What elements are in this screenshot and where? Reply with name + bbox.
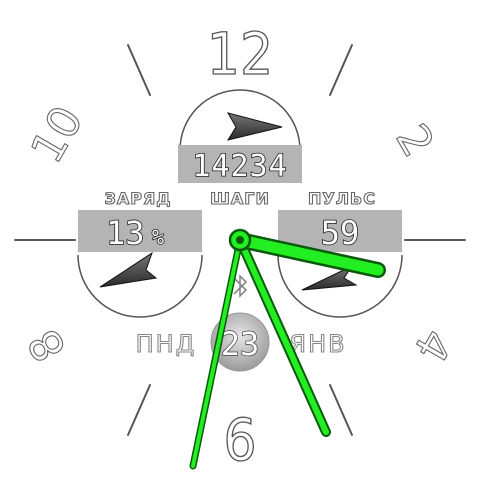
bluetooth-icon xyxy=(233,274,248,298)
steps-value: 14234 xyxy=(192,149,287,184)
pulse-subdial: 59 xyxy=(277,210,403,318)
tick-5 xyxy=(329,384,353,436)
battery-label: ЗАРЯД xyxy=(104,189,171,208)
steps-subdial: 14234 xyxy=(178,89,302,185)
steps-arrow-icon xyxy=(226,112,283,141)
second-hand xyxy=(191,238,242,468)
minute-hand xyxy=(237,237,329,435)
steps-label: ШАГИ xyxy=(210,189,270,208)
month-text: ЯНВ xyxy=(289,330,346,358)
hour-ticks xyxy=(14,44,466,436)
steps-box xyxy=(178,145,302,183)
battery-value: 13 xyxy=(106,214,145,252)
numeral-10: 10 xyxy=(21,98,93,172)
pulse-arrow-icon xyxy=(301,264,358,291)
tick-7 xyxy=(127,384,151,436)
numeral-2: 2 xyxy=(385,116,443,166)
battery-arrow-icon xyxy=(99,251,158,288)
battery-unit: % xyxy=(152,225,164,249)
hand-pivot-center xyxy=(236,236,244,244)
tick-1 xyxy=(329,44,353,96)
numeral-12: 12 xyxy=(207,20,273,88)
battery-subdial: 13 % xyxy=(77,210,203,318)
numeral-6: 6 xyxy=(223,406,256,474)
hour-hand xyxy=(234,234,384,276)
day-number: 23 xyxy=(221,325,260,363)
weekday-text: ПНД xyxy=(136,330,197,358)
battery-box xyxy=(78,210,202,252)
numeral-4: 4 xyxy=(403,320,461,370)
numeral-8: 8 xyxy=(18,320,76,370)
watch-hands xyxy=(189,228,386,470)
pulse-value: 59 xyxy=(321,214,360,252)
date-circle xyxy=(210,312,270,372)
pulse-label: ПУЛЬС xyxy=(308,189,376,208)
tick-11 xyxy=(127,44,151,96)
